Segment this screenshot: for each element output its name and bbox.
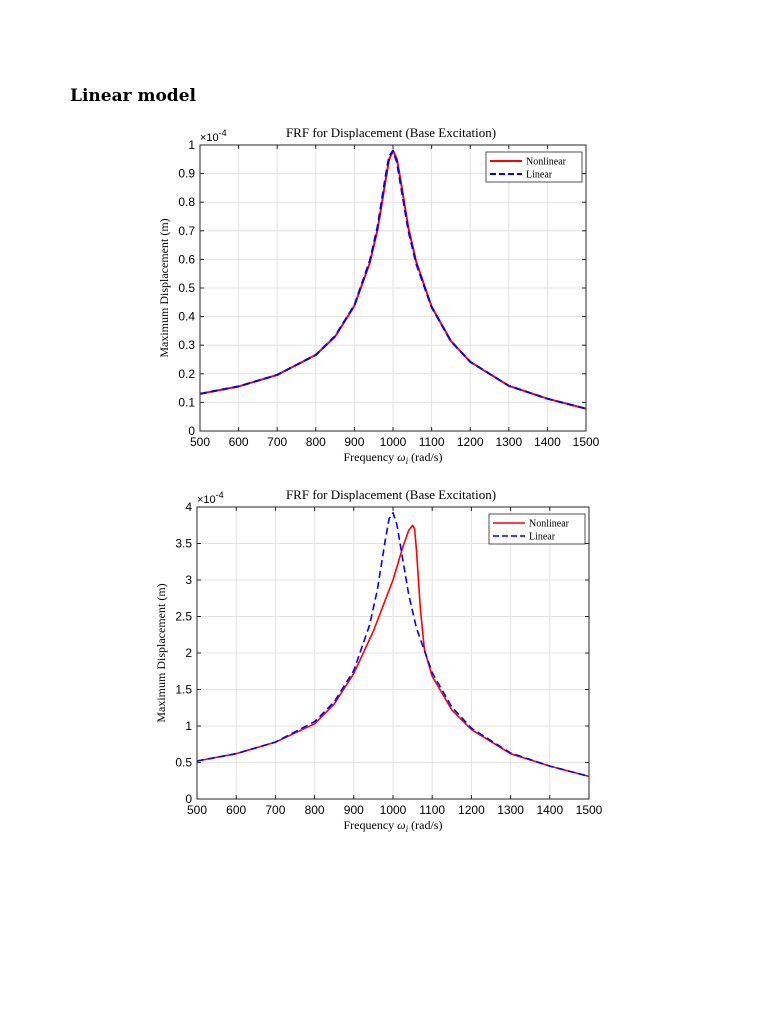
series-line-linear	[196, 511, 590, 778]
x-tick-label: 800	[306, 435, 326, 449]
x-tick-label: 1000	[380, 435, 407, 449]
y-tick-label: 2	[185, 646, 192, 660]
y-tick-label: 0.6	[178, 252, 195, 266]
y-axis-label: Maximum Displacement (m)	[154, 583, 168, 722]
y-tick-label: 0.8	[178, 195, 195, 209]
chart-title: FRF for Displacement (Base Excitation)	[286, 125, 496, 140]
y-exponent-value: -4	[219, 128, 227, 138]
y-tick-label: 2.5	[175, 610, 192, 624]
x-tick-label: 1100	[419, 435, 445, 449]
y-exponent-label: ×10-4	[197, 490, 224, 506]
legend-label-nonlinear: Nonlinear	[529, 519, 570, 530]
y-tick-label: 0.4	[178, 310, 195, 324]
legend-label-linear: Linear	[526, 170, 553, 181]
x-tick-label: 1400	[536, 803, 563, 817]
y-tick-label: 3.5	[175, 537, 192, 551]
y-tick-label: 0	[188, 424, 195, 438]
legend-box	[485, 151, 583, 183]
chart-title: FRF for Displacement (Base Excitation)	[286, 487, 496, 502]
x-tick-label: 1500	[573, 435, 600, 449]
y-tick-label: 3	[185, 573, 192, 587]
x-tick-label: 1300	[495, 435, 522, 449]
x-axis-label-subscript: i	[406, 456, 409, 466]
y-tick-label: 0	[185, 792, 192, 806]
x-axis-label-symbol: ω	[397, 818, 405, 832]
chart-1: 500 600 700 800 900 1000 1100 1200 1300 1400 1500 0…	[157, 125, 600, 466]
y-tick-label: 0.7	[178, 224, 195, 238]
series-line-nonlinear	[196, 524, 590, 778]
x-tick-label: 900	[344, 803, 364, 817]
x-tick-label: 1100	[419, 803, 445, 817]
y-tick-label: 0.1	[178, 395, 195, 409]
x-tick-label: 600	[229, 435, 249, 449]
y-tick-label: 0.5	[175, 756, 192, 770]
y-tick-label: 0.9	[178, 167, 195, 181]
legend-label-nonlinear: Nonlinear	[526, 157, 567, 168]
x-axis-label: Frequency ωi (rad/s)	[344, 818, 443, 834]
x-tick-label: 1200	[457, 435, 484, 449]
legend-box	[488, 513, 586, 545]
y-exponent-label: ×10-4	[200, 128, 227, 144]
x-axis-label-unit: (rad/s)	[408, 818, 442, 832]
y-tick-label: 1	[185, 719, 192, 733]
x-tick-label: 1300	[497, 803, 524, 817]
x-tick-label: 700	[265, 803, 285, 817]
legend: Nonlinear Linear	[488, 513, 586, 545]
legend: Nonlinear Linear	[485, 151, 583, 183]
y-tick-label: 0.3	[178, 338, 195, 352]
x-tick-label: 1000	[380, 803, 407, 817]
x-axis-label-symbol: ω	[397, 450, 405, 464]
legend-label-linear: Linear	[529, 532, 556, 543]
x-axis-label-subscript: i	[406, 824, 409, 834]
x-tick-label: 800	[305, 803, 325, 817]
x-tick-label: 1500	[576, 803, 603, 817]
y-axis-label: Maximum Displacement (m)	[157, 218, 171, 357]
x-tick-label: 700	[267, 435, 287, 449]
section-heading: Linear model	[70, 86, 196, 106]
x-tick-label: 1200	[458, 803, 485, 817]
x-tick-label: 500	[190, 435, 210, 449]
y-tick-label: 4	[185, 500, 192, 514]
x-tick-label: 500	[187, 803, 207, 817]
y-tick-label: 0.5	[178, 281, 195, 295]
y-tick-label: 0.2	[178, 367, 195, 381]
chart-2: 500 600 700 800 900 1000 1100 1200 1300 1400 1500 0…	[154, 487, 603, 834]
x-axis-label-unit: (rad/s)	[408, 450, 442, 464]
y-tick-label: 1.5	[175, 683, 192, 697]
y-tick-label: 1	[188, 138, 195, 152]
x-tick-label: 600	[226, 803, 246, 817]
x-tick-label: 1400	[534, 435, 561, 449]
x-axis-label: Frequency ωi (rad/s)	[344, 450, 443, 466]
x-tick-label: 900	[344, 435, 364, 449]
y-exponent-value: -4	[216, 490, 224, 500]
series-line-linear	[199, 149, 587, 410]
